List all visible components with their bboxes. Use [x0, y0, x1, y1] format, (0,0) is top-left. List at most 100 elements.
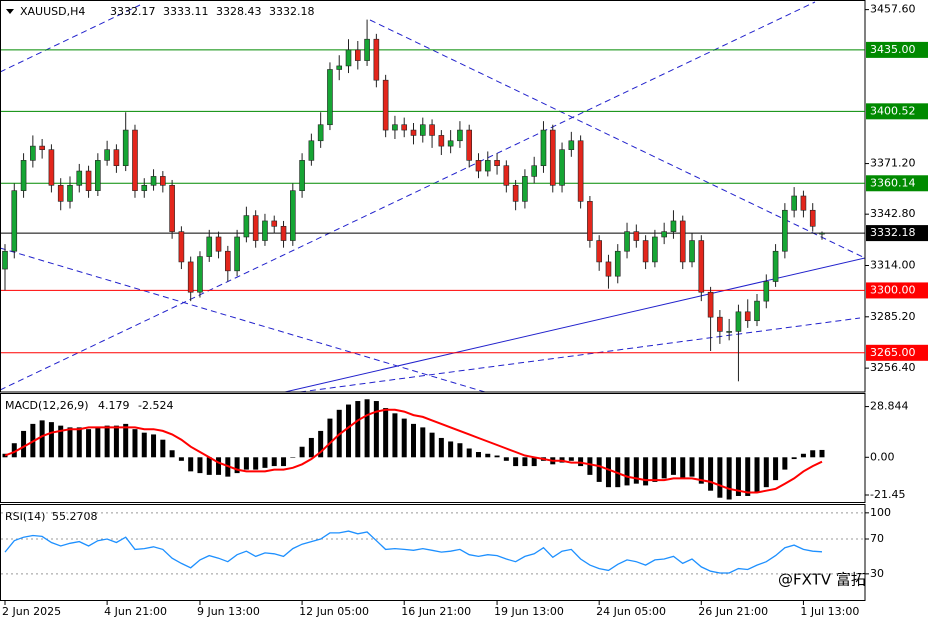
level-label-box: [866, 225, 928, 242]
y-tick-label: 70: [870, 532, 884, 545]
macd-bar: [438, 437, 444, 458]
macd-bar: [522, 457, 528, 467]
macd-bar: [717, 457, 723, 498]
macd-bar: [420, 427, 426, 458]
level-label: 3435.00: [870, 43, 916, 56]
macd-bar: [763, 457, 769, 488]
macd-bar: [401, 418, 407, 458]
candle-body: [568, 140, 575, 150]
macd-bar: [318, 430, 324, 458]
candle-body: [522, 176, 528, 202]
candle-body: [670, 220, 677, 232]
candle-body: [484, 160, 491, 172]
candle-body: [2, 250, 8, 270]
x-tick-label: 12 Jun 05:00: [299, 605, 369, 618]
candle-body: [605, 261, 612, 277]
macd-bar: [58, 425, 64, 458]
candle-body: [271, 220, 278, 227]
trend-line: [369, 19, 865, 259]
candle-body: [549, 129, 556, 186]
rsi-title: RSI(14): [5, 510, 45, 523]
level-label-box: [866, 175, 928, 192]
signal-line: [4, 408, 823, 494]
macd-bar: [178, 457, 184, 461]
macd-bar: [281, 457, 287, 467]
macd-bar: [670, 457, 676, 475]
candle-body: [642, 240, 649, 263]
candle-body: [308, 140, 315, 161]
candle-body: [39, 145, 45, 150]
candle-body: [438, 135, 445, 147]
x-tick-label: 19 Jun 13:00: [494, 605, 564, 618]
x-tick-label: 2 Jun 2025: [2, 605, 61, 618]
candle-body: [11, 190, 18, 252]
trend-lines: [0, 1, 865, 392]
candle-body: [20, 160, 27, 191]
macd-bar: [643, 457, 649, 486]
macd-bar: [791, 457, 797, 460]
macd-bar: [466, 448, 472, 458]
macd-bar: [206, 457, 212, 475]
macd-bar: [141, 432, 147, 458]
candle-body: [661, 231, 667, 238]
macd-bar: [568, 457, 574, 461]
watermark: @FXTV 富拓: [778, 571, 866, 589]
macd-bar: [411, 423, 416, 458]
candle-body: [475, 160, 482, 172]
macd-bar: [494, 455, 500, 458]
rsi-value: 55.2708: [52, 510, 98, 523]
bar-open: 3332.17: [110, 5, 156, 18]
y-tick-label: -21.45: [870, 488, 905, 501]
macd-bar: [243, 457, 249, 470]
level-label-box: [866, 41, 928, 58]
candle-body: [373, 38, 380, 81]
macd-bar: [197, 457, 203, 474]
rsi-panel-frame: [0, 504, 866, 601]
x-tick-label: 24 Jun 05:00: [596, 605, 666, 618]
symbol-title: XAUUSD,H4: [20, 5, 85, 18]
candle-body: [76, 170, 83, 186]
macd-bar: [151, 434, 157, 458]
candle-body: [169, 185, 175, 232]
macd-bar: [188, 457, 194, 472]
candle-body: [67, 185, 73, 202]
macd-bar: [290, 457, 296, 458]
macd-value: 4.179: [98, 399, 130, 412]
price-panel-frame: [0, 0, 866, 393]
macd-bar: [392, 413, 398, 458]
macd-bar: [698, 457, 704, 484]
macd-bar: [346, 404, 352, 458]
macd-bar: [773, 457, 779, 481]
candle-body: [364, 38, 370, 61]
level-label-box: [866, 282, 928, 299]
candle-body: [587, 201, 593, 241]
x-tick-label: 26 Jun 21:00: [698, 605, 768, 618]
candle-body: [48, 149, 55, 186]
macd-bar: [216, 457, 222, 475]
rsi-line: [4, 530, 823, 574]
macd-bar: [2, 453, 8, 458]
level-label: 3300.00: [870, 283, 916, 296]
macd-bar: [485, 453, 491, 458]
candle-body: [206, 236, 213, 257]
y-tick-label: 3371.20: [870, 157, 916, 170]
level-label: 3332.18: [870, 226, 916, 239]
macd-bar: [86, 429, 92, 458]
candle-body: [132, 129, 138, 191]
macd-bar: [810, 450, 816, 458]
collapse-icon[interactable]: [6, 9, 14, 14]
candle-body: [187, 261, 194, 293]
macd-title: MACD(12,26,9): [5, 399, 89, 412]
candle-body: [85, 170, 92, 191]
macd-bar: [605, 457, 611, 488]
candle-body: [345, 49, 352, 67]
candle-body: [531, 165, 537, 177]
candle-body: [95, 160, 101, 191]
candle-body: [447, 140, 454, 147]
macd-bar: [735, 457, 741, 496]
candle-body: [354, 49, 361, 61]
candle-body: [327, 69, 333, 126]
candle-body: [280, 225, 287, 241]
x-tick-label: 4 Jun 21:00: [104, 605, 167, 618]
